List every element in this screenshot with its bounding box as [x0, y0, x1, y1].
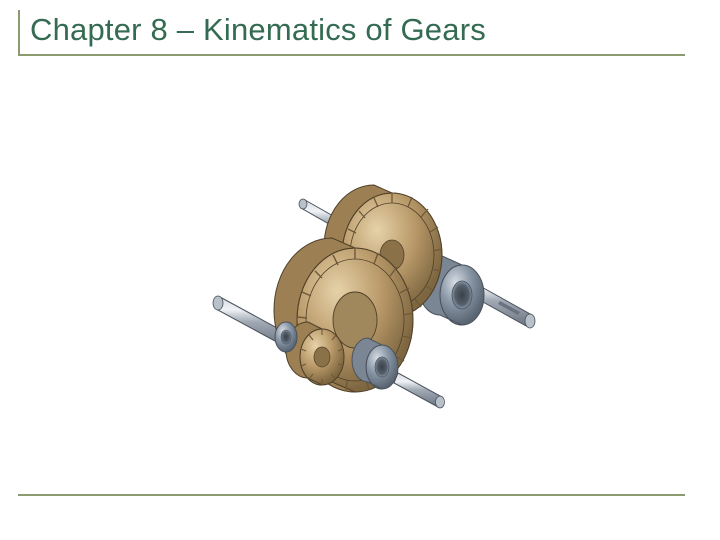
title-left-accent	[18, 10, 20, 56]
gear-assembly-illustration	[160, 145, 560, 425]
gear-svg	[160, 145, 560, 425]
output-stub	[394, 373, 445, 408]
title-bar: Chapter 8 – Kinematics of Gears	[18, 10, 685, 48]
content-area	[60, 90, 660, 480]
left-small-bushing	[275, 322, 297, 352]
title-underline	[18, 54, 685, 56]
bottom-rule	[18, 494, 685, 496]
slide-title: Chapter 8 – Kinematics of Gears	[18, 10, 685, 48]
slide-container: Chapter 8 – Kinematics of Gears	[0, 0, 720, 540]
